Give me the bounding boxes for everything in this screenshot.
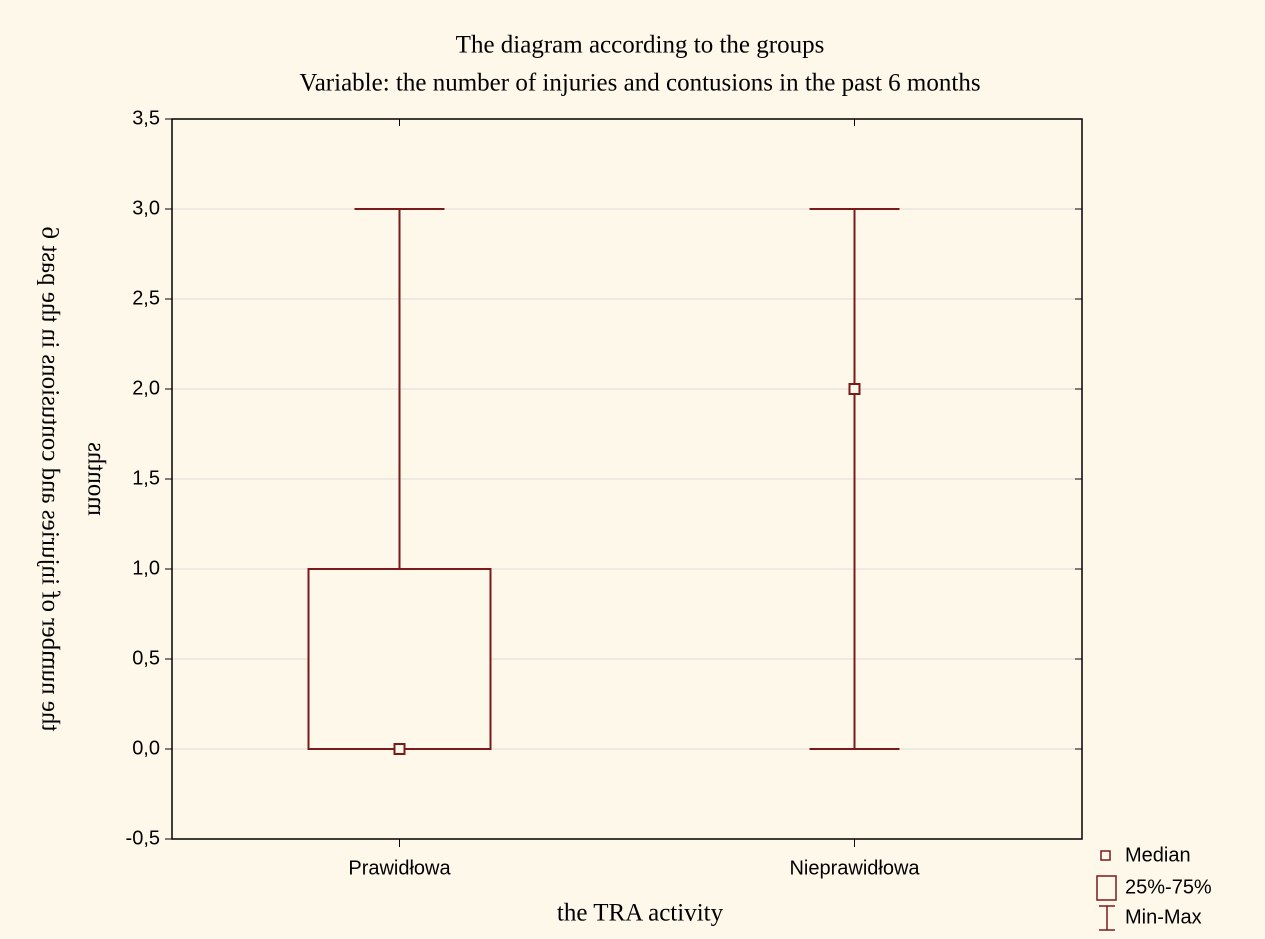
y-tick-label: 3,0 bbox=[132, 197, 160, 219]
y-axis-label: months bbox=[82, 442, 109, 516]
legend-box-icon bbox=[1096, 875, 1117, 901]
box bbox=[307, 568, 492, 750]
median-marker bbox=[393, 743, 406, 755]
chart-subtitle: Variable: the number of injuries and con… bbox=[299, 70, 980, 97]
y-tick-label: -0,5 bbox=[126, 827, 160, 849]
y-tick-label: 0,0 bbox=[132, 737, 160, 759]
y-tick-label: 2,0 bbox=[132, 377, 160, 399]
median-marker bbox=[848, 383, 861, 395]
y-tick-label: 1,0 bbox=[132, 557, 160, 579]
y-tick-label: 0,5 bbox=[132, 647, 160, 669]
x-tick-label: Prawidłowa bbox=[348, 857, 451, 879]
y-tick-label: 2,5 bbox=[132, 287, 160, 309]
legend-median-icon bbox=[1100, 850, 1111, 861]
legend-label: Median bbox=[1125, 844, 1191, 866]
legend-label: 25%-75% bbox=[1125, 876, 1212, 898]
plot-frame bbox=[171, 118, 1083, 840]
x-tick-label: Nieprawidłowa bbox=[789, 857, 920, 879]
legend-label: Min-Max bbox=[1125, 906, 1202, 928]
x-axis-label: the TRA activity bbox=[557, 900, 724, 927]
y-tick-label: 1,5 bbox=[132, 467, 160, 489]
y-tick-label: 3,5 bbox=[132, 107, 160, 129]
y-axis-label: the number of injuries and contusions in… bbox=[36, 227, 63, 732]
chart-title: The diagram according to the groups bbox=[456, 32, 825, 59]
